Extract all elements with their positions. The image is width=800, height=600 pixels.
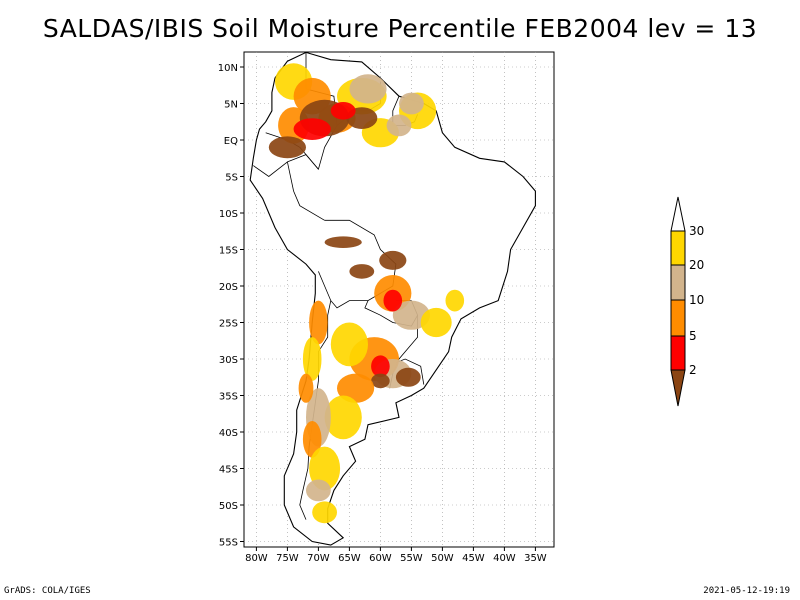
percentile-patch bbox=[268, 136, 306, 159]
lat-tick-label: 10S bbox=[219, 209, 238, 220]
lon-tick-label: 70W bbox=[307, 553, 330, 564]
lat-tick-label: 5S bbox=[225, 173, 238, 184]
percentile-patch bbox=[302, 421, 322, 458]
colorbar-segment bbox=[670, 264, 686, 301]
country-border bbox=[253, 161, 288, 177]
lon-tick-label: 65W bbox=[338, 553, 361, 564]
percentile-patch bbox=[309, 300, 328, 345]
lat-tick-label: EQ bbox=[224, 136, 238, 147]
percentile-patch bbox=[330, 102, 356, 120]
lat-tick-label: 30S bbox=[219, 355, 238, 366]
percentile-patch bbox=[293, 118, 331, 140]
colorbar-label: 30 bbox=[689, 224, 704, 238]
colorbar-label: 10 bbox=[689, 293, 704, 307]
lat-tick-label: 35S bbox=[219, 392, 238, 403]
percentile-patch bbox=[337, 373, 375, 403]
colorbar-segment bbox=[670, 299, 686, 337]
lon-tick-label: 50W bbox=[431, 553, 454, 564]
percentile-patch bbox=[298, 373, 314, 403]
lon-tick-label: 40W bbox=[493, 553, 516, 564]
lon-tick-label: 45W bbox=[462, 553, 485, 564]
percentile-patch bbox=[371, 355, 390, 378]
lat-tick-label: 15S bbox=[219, 246, 238, 257]
colorbar-label: 20 bbox=[689, 258, 704, 272]
lat-tick-label: 55S bbox=[219, 538, 238, 549]
percentile-patch bbox=[371, 373, 390, 389]
lat-tick-label: 10N bbox=[218, 63, 238, 74]
percentile-patch bbox=[386, 114, 412, 137]
lat-tick-label: 40S bbox=[219, 428, 238, 439]
percentile-patch bbox=[330, 322, 368, 367]
percentile-patch bbox=[324, 395, 362, 440]
percentile-patch bbox=[420, 307, 452, 338]
percentile-patch bbox=[349, 74, 387, 104]
lon-tick-label: 80W bbox=[245, 553, 268, 564]
percentile-patch bbox=[383, 289, 403, 312]
lat-tick-label: 25S bbox=[219, 319, 238, 330]
lat-tick-label: 50S bbox=[219, 501, 238, 512]
lon-tick-label: 55W bbox=[400, 553, 423, 564]
longitude-tick-labels: 80W 75W 70W 65W 60W 55W 50W 45W 40W 35W bbox=[245, 547, 547, 564]
colorbar: 2 5 10 20 30 bbox=[670, 196, 704, 407]
percentile-patch bbox=[324, 236, 362, 248]
lat-tick-label: 20S bbox=[219, 282, 238, 293]
percentile-patch bbox=[302, 337, 322, 381]
percentile-patch bbox=[309, 446, 341, 491]
percentile-patch bbox=[399, 92, 424, 115]
percentile-patch bbox=[379, 250, 407, 270]
percentile-patch bbox=[445, 289, 465, 312]
footer-timestamp: 2021-05-12-19:19 bbox=[703, 586, 790, 596]
lat-tick-label: 45S bbox=[219, 465, 238, 476]
percentile-patch bbox=[306, 479, 331, 502]
footer-credit: GrADS: COLA/IGES bbox=[4, 586, 91, 596]
colorbar-segment bbox=[670, 369, 686, 407]
lon-tick-label: 75W bbox=[276, 553, 299, 564]
colorbar-segment bbox=[670, 196, 686, 232]
percentile-patch bbox=[312, 501, 337, 524]
percentile-patch bbox=[395, 367, 421, 387]
map-title: SALDAS/IBIS Soil Moisture Percentile FEB… bbox=[42, 14, 758, 43]
percentile-patch bbox=[349, 264, 375, 279]
colorbar-segment bbox=[670, 335, 686, 371]
colorbar-segment bbox=[670, 230, 686, 266]
percentile-shading bbox=[268, 63, 465, 524]
lon-tick-label: 60W bbox=[369, 553, 392, 564]
lat-tick-label: 5N bbox=[224, 100, 238, 111]
colorbar-label: 2 bbox=[689, 363, 697, 377]
latitude-tick-labels: 10N 5N EQ 5S 10S 15S 20S 25S 30S 35S 40S 45S 50S 55S bbox=[218, 63, 244, 549]
lon-tick-label: 35W bbox=[524, 553, 547, 564]
colorbar-label: 5 bbox=[689, 329, 697, 343]
